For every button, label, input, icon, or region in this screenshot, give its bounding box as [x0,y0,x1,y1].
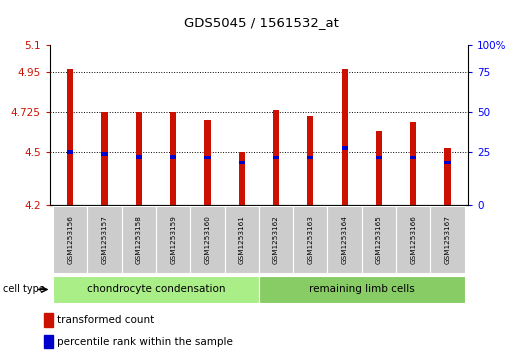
Bar [204,156,211,159]
FancyBboxPatch shape [259,207,293,273]
Text: remaining limb cells: remaining limb cells [309,285,415,294]
Text: GSM1253157: GSM1253157 [101,215,108,264]
FancyBboxPatch shape [53,276,259,303]
Bar [101,112,108,205]
Text: transformed count: transformed count [57,315,154,325]
FancyBboxPatch shape [293,207,327,273]
Bar [445,160,451,164]
Bar [43,335,53,348]
Bar [67,69,73,205]
FancyBboxPatch shape [396,207,430,273]
Text: GSM1253164: GSM1253164 [342,215,348,264]
FancyBboxPatch shape [224,207,259,273]
Text: GSM1253162: GSM1253162 [273,215,279,264]
Bar [307,117,313,205]
Text: GSM1253156: GSM1253156 [67,215,73,264]
Bar [204,120,211,205]
Text: GSM1253161: GSM1253161 [238,215,245,264]
Bar [238,160,245,164]
FancyBboxPatch shape [362,207,396,273]
FancyBboxPatch shape [156,207,190,273]
Bar [101,152,108,156]
Bar [342,69,348,205]
Bar [445,148,451,205]
Bar [136,155,142,159]
Bar [136,112,142,205]
FancyBboxPatch shape [190,207,224,273]
Text: GSM1253165: GSM1253165 [376,215,382,264]
FancyBboxPatch shape [327,207,362,273]
Text: chondrocyte condensation: chondrocyte condensation [87,285,225,294]
FancyBboxPatch shape [53,207,87,273]
FancyBboxPatch shape [122,207,156,273]
Bar [410,122,416,205]
Bar [238,152,245,205]
Bar [410,156,416,159]
Text: GSM1253159: GSM1253159 [170,215,176,264]
Bar [170,155,176,159]
FancyBboxPatch shape [259,276,464,303]
Text: GDS5045 / 1561532_at: GDS5045 / 1561532_at [184,16,339,29]
Text: GSM1253167: GSM1253167 [445,215,450,264]
Bar [273,110,279,205]
Bar [376,156,382,159]
Bar [307,156,313,159]
Text: percentile rank within the sample: percentile rank within the sample [57,337,233,347]
Bar [67,150,73,154]
Bar [342,146,348,150]
Bar [43,313,53,327]
Text: GSM1253163: GSM1253163 [308,215,313,264]
Text: GSM1253160: GSM1253160 [204,215,210,264]
FancyBboxPatch shape [430,207,464,273]
FancyBboxPatch shape [87,207,122,273]
Bar [273,156,279,159]
Text: GSM1253158: GSM1253158 [136,215,142,264]
Bar [170,112,176,205]
Text: cell type: cell type [3,285,44,294]
Bar [376,131,382,205]
Text: GSM1253166: GSM1253166 [410,215,416,264]
